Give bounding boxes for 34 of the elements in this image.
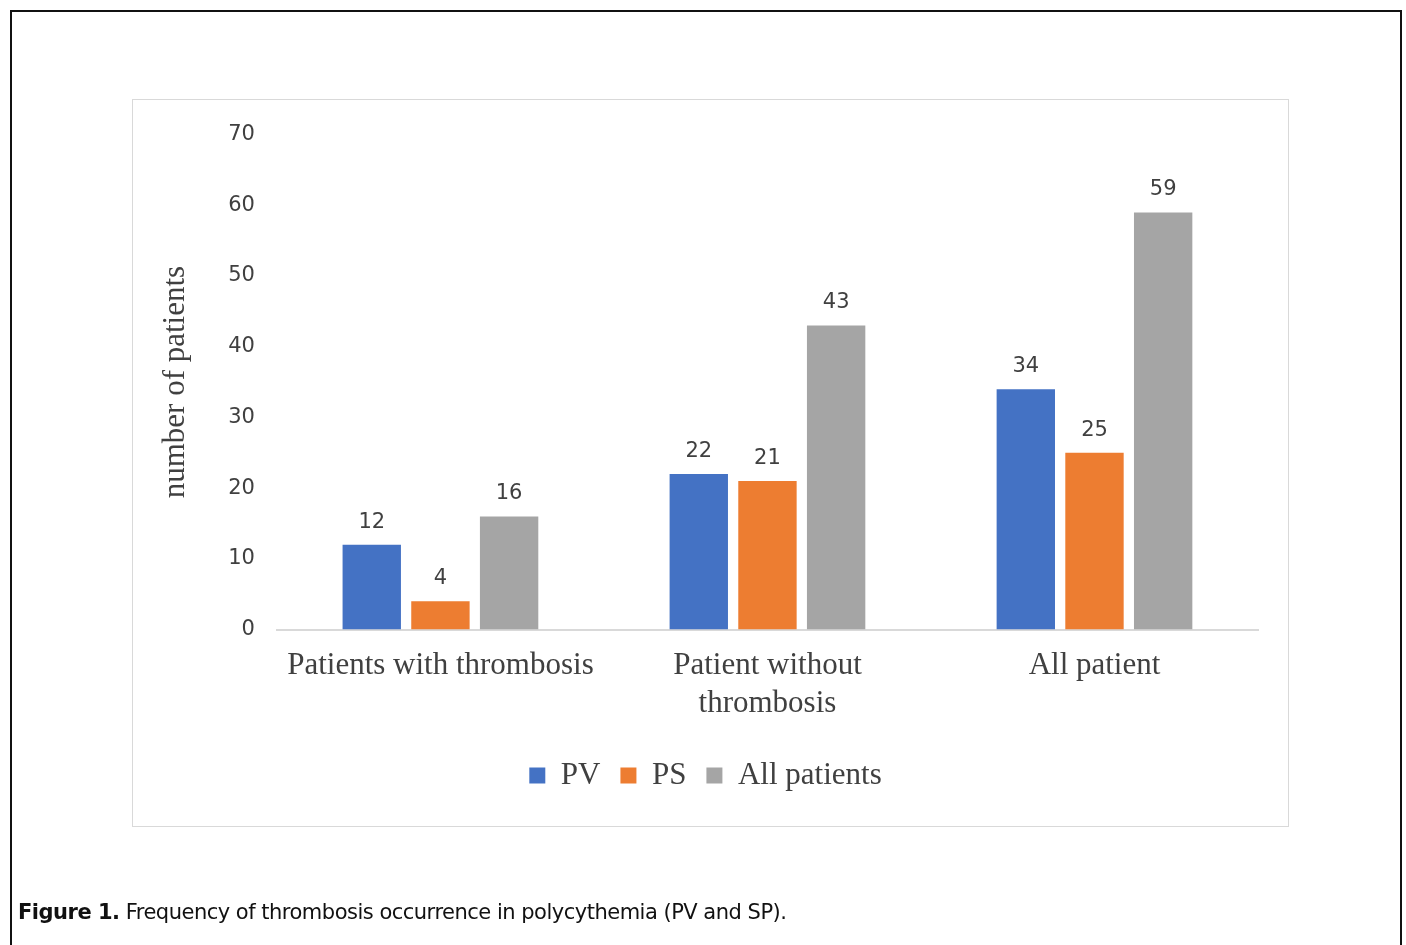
bar	[806, 325, 866, 630]
y-tick-label: 60	[228, 191, 255, 216]
y-tick-label: 10	[228, 545, 255, 570]
x-tick-label: Patient without thrombosis	[673, 646, 863, 719]
y-tick-label: 30	[228, 403, 255, 428]
data-label: 34	[1012, 353, 1040, 378]
data-label: 16	[495, 480, 523, 505]
y-tick-label: 50	[228, 262, 255, 287]
y-tick-label: 40	[228, 333, 255, 358]
data-label: 21	[754, 445, 781, 470]
caption: Figure 1. Frequency of thrombosis occurrence in polycythemia (PV and SP).	[18, 900, 787, 924]
data-label: 12	[358, 508, 386, 533]
bar	[342, 544, 401, 630]
bar	[1065, 452, 1124, 630]
bar	[1133, 212, 1193, 630]
y-tick-label: 70	[228, 121, 255, 146]
bar	[669, 474, 728, 630]
data-label: 59	[1149, 176, 1177, 201]
data-label: 43	[822, 289, 850, 314]
bar	[411, 601, 470, 630]
bar	[738, 481, 797, 630]
legend-label: All patients	[737, 755, 882, 791]
bar	[479, 516, 539, 630]
y-tick-label: 20	[228, 474, 255, 499]
bar	[996, 389, 1055, 630]
data-label: 22	[685, 437, 713, 462]
y-tick-label: 0	[241, 616, 255, 641]
x-tick-label: All patient	[1028, 646, 1161, 682]
data-label: 25	[1081, 416, 1108, 441]
data-label: 4	[433, 565, 448, 590]
legend-label: PV	[560, 755, 602, 791]
x-tick-label: Patients with thrombosis	[287, 646, 594, 682]
legend-label: PS	[651, 755, 687, 791]
y-axis-title: number of patients	[155, 265, 191, 499]
